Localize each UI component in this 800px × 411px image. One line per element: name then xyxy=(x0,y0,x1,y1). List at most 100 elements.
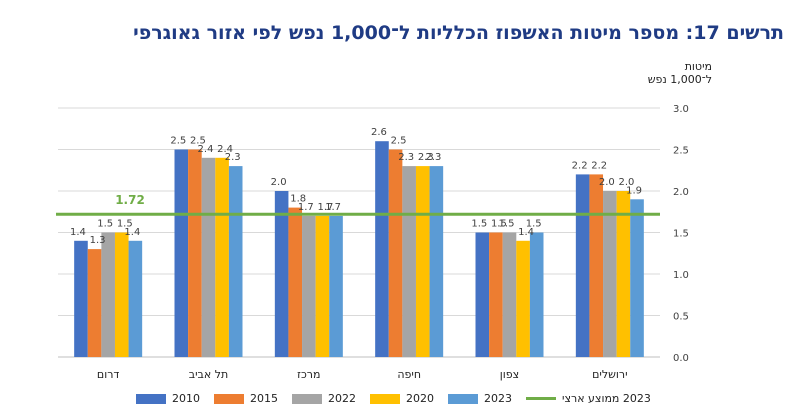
y-axis-ticks: 0.0 0.5 1.0 1.5 2.0 2.5 3.0 xyxy=(673,104,689,364)
data-label: 2.4 xyxy=(198,144,214,155)
bar xyxy=(302,215,316,357)
category-label: צפון xyxy=(500,368,519,381)
average-line-group: 1.72 xyxy=(56,193,660,216)
legend-item-average: 2023 ממוצע ארצי xyxy=(526,392,651,405)
data-label: 1.9 xyxy=(626,185,642,196)
legend-item: 2010 xyxy=(136,392,200,405)
bar xyxy=(616,191,631,357)
bar xyxy=(128,240,143,357)
bar xyxy=(402,166,416,357)
data-label: 1.4 xyxy=(70,227,86,238)
bar xyxy=(174,149,189,357)
legend-swatch xyxy=(136,393,166,404)
y-tick-label: 1.5 xyxy=(673,229,689,240)
bar xyxy=(329,215,343,357)
bar xyxy=(502,232,517,357)
data-label: 1.7 xyxy=(298,202,314,213)
bar xyxy=(201,157,216,357)
legend-item: 2023 xyxy=(448,392,512,405)
data-label: 2.3 xyxy=(225,152,241,163)
bar xyxy=(228,166,243,357)
legend-swatch xyxy=(214,393,244,404)
data-label: 2.3 xyxy=(425,152,441,163)
legend-label: 2020 xyxy=(406,392,434,405)
bar xyxy=(489,232,503,357)
legend-swatch-line xyxy=(526,397,556,400)
chart-title: תרשים 17: מספר מיטות האשפוז הכלליות ל־1,… xyxy=(133,22,784,44)
y-tick-label: 2.0 xyxy=(673,187,689,198)
data-label: 1.3 xyxy=(90,235,106,246)
category-label: חיפה xyxy=(397,368,421,381)
legend-item: 2022 xyxy=(292,392,356,405)
data-label: 1.8 xyxy=(290,194,306,205)
y-tick-label: 0.0 xyxy=(673,353,689,364)
legend-item: 2020 xyxy=(370,392,434,405)
data-label: 2.4 xyxy=(217,144,233,155)
x-axis-categories: דרום תל אביב מרכז חיפה צפון ירושלים xyxy=(97,368,628,381)
bar xyxy=(575,174,590,357)
category-label: תל אביב xyxy=(189,368,229,381)
bar xyxy=(415,166,430,357)
y-tick-label: 2.5 xyxy=(673,146,689,157)
data-labels: 1.41.31.5 1.51.42.5 2.52.4 2.42.32.01.81.7 1… xyxy=(70,127,642,246)
data-label: 1.7 xyxy=(317,202,333,213)
data-label: 2.0 xyxy=(271,177,287,188)
data-label: 1.5 xyxy=(526,219,542,230)
y-tick-label: 3.0 xyxy=(673,104,689,115)
data-label: 2.5 xyxy=(391,136,407,147)
bar xyxy=(74,240,88,357)
legend-label: 2023 xyxy=(484,392,512,405)
legend-swatch xyxy=(292,393,322,404)
bar xyxy=(288,207,303,357)
data-label: 1.5 xyxy=(471,219,487,230)
bar xyxy=(475,232,490,357)
bar xyxy=(315,215,330,357)
bar xyxy=(215,157,229,357)
category-label: ירושלים xyxy=(592,368,627,381)
y-tick-label: 0.5 xyxy=(673,312,689,323)
bar xyxy=(630,199,644,357)
data-label: 2.3 xyxy=(398,152,414,163)
data-label: 1.4 xyxy=(124,227,140,238)
y-axis-title: מיטות ל־1,000 נפש xyxy=(647,60,712,86)
bar xyxy=(114,232,129,357)
data-label: 2.0 xyxy=(618,177,634,188)
bar xyxy=(375,141,389,357)
data-label: 1.5 xyxy=(97,219,113,230)
data-label: 1.5 xyxy=(117,219,133,230)
legend-swatch xyxy=(448,393,478,404)
bar xyxy=(603,191,617,357)
data-label: 1.7 xyxy=(325,202,341,213)
bar xyxy=(188,149,202,357)
bars xyxy=(74,141,644,357)
category-label: מרכז xyxy=(297,368,320,381)
data-label: 2.3 xyxy=(418,152,434,163)
legend: 2010 2015 2022 2020 2023 2023 ממוצע ארצי xyxy=(136,392,665,405)
legend-label: 2015 xyxy=(250,392,278,405)
data-label: 2.6 xyxy=(371,127,387,138)
bar xyxy=(429,166,444,357)
average-label: 1.72 xyxy=(115,193,145,207)
data-label: 2.2 xyxy=(572,160,588,171)
data-label: 2.5 xyxy=(170,136,186,147)
data-label: 1.5 xyxy=(491,219,507,230)
legend-label: 2023 ממוצע ארצי xyxy=(562,392,651,405)
data-label: 2.2 xyxy=(591,160,607,171)
bar xyxy=(529,232,544,357)
bar xyxy=(101,232,115,357)
y-tick-label: 1.0 xyxy=(673,270,689,281)
legend-label: 2022 xyxy=(328,392,356,405)
bar xyxy=(516,240,530,357)
bar xyxy=(87,249,102,357)
bar xyxy=(274,191,289,357)
data-label: 1.5 xyxy=(499,219,515,230)
legend-item: 2015 xyxy=(214,392,278,405)
data-label: 2.0 xyxy=(599,177,615,188)
data-label: 1.4 xyxy=(518,227,534,238)
legend-swatch xyxy=(370,393,400,404)
bar xyxy=(589,174,604,357)
data-label: 2.5 xyxy=(190,136,206,147)
grid-lines xyxy=(58,107,660,358)
legend-label: 2010 xyxy=(172,392,200,405)
